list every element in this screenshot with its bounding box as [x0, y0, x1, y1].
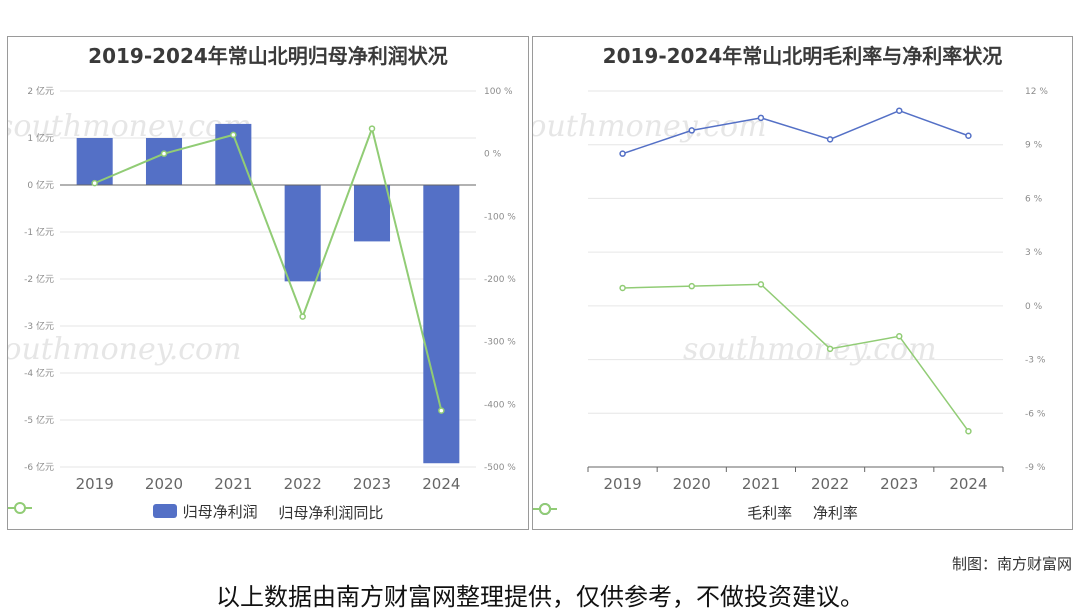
net-margin-point-2023	[896, 333, 903, 340]
gross-margin-point-2019	[619, 150, 626, 157]
yoy-point-2023	[368, 125, 376, 132]
chart-credit: 制图：南方财富网	[951, 555, 1072, 573]
x-tick-label: 2019	[76, 475, 114, 493]
y-left-tick-label: -4 亿元	[24, 367, 54, 379]
series-line-gross-margin	[622, 109, 969, 155]
gross-margin-point-2023	[896, 107, 903, 114]
x-tick-label: 2021	[742, 475, 780, 493]
legend-item-bar[interactable]: 归母净利润	[152, 501, 258, 522]
yoy-point-2020	[160, 150, 168, 157]
y-right-tick-label: 0 %	[484, 150, 502, 160]
x-tick-label: 2020	[673, 475, 711, 493]
y-right-tick-label: -300 %	[484, 338, 516, 348]
bar-2024	[423, 185, 460, 464]
x-tick-label: 2023	[353, 475, 391, 493]
y-tick-label: 12 %	[1025, 87, 1048, 97]
bar-2020	[145, 138, 183, 185]
y-right-tick-label: -400 %	[484, 400, 516, 410]
net-margin-point-2024	[965, 427, 972, 435]
chart-legend: 毛利率 净利率	[533, 502, 1072, 523]
y-left-tick-label: 2 亿元	[27, 85, 54, 97]
legend-bar-swatch	[152, 504, 177, 518]
y-left-tick-label: -6 亿元	[24, 461, 54, 473]
chart-title: 2019-2024年常山北明归母净利润状况	[88, 44, 448, 68]
x-tick-label: 2020	[145, 475, 183, 493]
y-right-tick-label: -500 %	[484, 463, 516, 473]
y-tick-label: 6 %	[1025, 194, 1043, 204]
legend-label: 净利率	[812, 504, 858, 522]
y-left-tick-label: -2 亿元	[24, 273, 54, 285]
gross-margin-point-2020	[688, 127, 695, 134]
y-tick-label: -9 %	[1025, 463, 1046, 473]
disclaimer-footnote: 以上数据由南方财富网整理提供，仅供参考，不做投资建议。	[216, 583, 864, 611]
y-tick-label: 3 %	[1025, 248, 1043, 258]
legend-label: 归母净利润同比	[278, 504, 384, 522]
bar-2022	[284, 185, 321, 282]
chart-panel-net-profit: southmoney.com southmoney.com 2019-2024年…	[7, 36, 529, 530]
yoy-point-2022	[299, 313, 306, 320]
chart-title: 2019-2024年常山北明毛利率与净利率状况	[602, 44, 1003, 68]
y-right-tick-label: -100 %	[484, 212, 516, 222]
x-tick-label: 2024	[422, 475, 460, 493]
y-left-tick-label: 1 亿元	[27, 132, 54, 144]
legend-item-net-margin[interactable]: 净利率	[533, 502, 858, 523]
x-tick-label: 2023	[880, 475, 918, 493]
net-margin-point-2021	[757, 281, 765, 288]
x-tick-label: 2022	[811, 475, 849, 493]
legend-item-line[interactable]: 归母净利润同比	[8, 501, 384, 523]
y-left-tick-label: 0 亿元	[27, 179, 54, 191]
yoy-point-2019	[91, 179, 98, 187]
net-profit-chart: 2 亿元 1 亿元 0 亿元 -1 亿元 -2 亿元 -3 亿元 -4 亿元 -5 亿元 -6 …	[24, 85, 516, 493]
chart-panel-margins: southmoney.com southmoney.com 2019-2024年…	[532, 36, 1073, 530]
y-left-tick-label: -1 亿元	[24, 226, 54, 238]
bar-2023	[353, 185, 391, 242]
x-tick-label: 2019	[603, 475, 641, 493]
y-left-tick-label: -5 亿元	[24, 414, 54, 426]
y-tick-label: 0 %	[1025, 302, 1043, 312]
y-right-tick-label: 100 %	[484, 87, 513, 97]
y-tick-label: -6 %	[1025, 409, 1046, 419]
x-tick-label: 2022	[284, 475, 322, 493]
series-line-net-margin	[622, 283, 970, 432]
yoy-line	[94, 125, 443, 411]
legend-item-gross-margin[interactable]: 毛利率	[533, 502, 793, 523]
legend-label: 归母净利润	[182, 502, 258, 521]
yoy-point-2024	[438, 407, 445, 414]
y-left-tick-label: -3 亿元	[24, 320, 54, 332]
legend-label: 毛利率	[747, 504, 793, 522]
y-right-tick-label: -200 %	[484, 275, 516, 285]
legend-line-swatch	[533, 503, 557, 515]
gross-margin-point-2022	[826, 136, 834, 143]
gross-margin-point-2021	[757, 114, 765, 122]
gross-margin-point-2024	[965, 132, 972, 140]
margins-chart: 12 % 9 % 6 % 3 % 0 % -3 % -6 % -9 % 2019 2020 2021…	[587, 87, 1048, 493]
yoy-point-2021	[230, 131, 237, 139]
net-margin-point-2022	[826, 345, 834, 353]
net-margin-point-2020	[688, 282, 695, 290]
net-margin-point-2019	[619, 284, 626, 292]
y-tick-label: 9 %	[1025, 141, 1043, 151]
chart-legend: 归母净利润 归母净利润同比	[8, 501, 528, 524]
legend-line-swatch	[8, 501, 32, 514]
x-tick-label: 2021	[214, 475, 252, 493]
y-tick-label: -3 %	[1025, 356, 1046, 366]
x-tick-label: 2024	[949, 475, 987, 493]
